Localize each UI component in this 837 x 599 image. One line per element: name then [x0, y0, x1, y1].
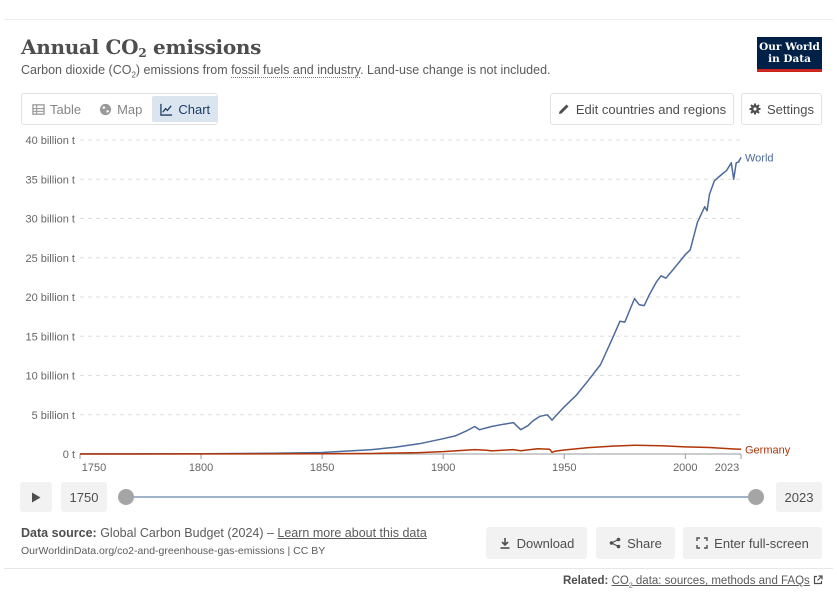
end-year-box[interactable]: 2023: [776, 482, 822, 512]
related-link-row: Related: CO2 data: sources, methods and …: [563, 575, 823, 589]
card-top-border: [4, 19, 833, 20]
owid-logo[interactable]: Our World in Data: [757, 37, 822, 72]
gear-icon: [749, 103, 761, 115]
start-year-box[interactable]: 1750: [61, 482, 107, 512]
y-tick-label: 40 billion t: [25, 135, 75, 147]
x-tick-label: 2023: [715, 462, 739, 474]
download-label: Download: [516, 535, 575, 551]
play-icon: [32, 492, 41, 502]
x-tick-label: 1950: [552, 462, 576, 474]
fossil-fuels-definition-link[interactable]: fossil fuels and industry: [231, 63, 361, 78]
tab-table[interactable]: Table: [24, 96, 89, 122]
share-label: Share: [627, 535, 662, 551]
y-tick-label: 10 billion t: [25, 371, 75, 383]
line-chart: 0 t 5 billion t 10 billion t 15 billion t 20…: [25, 135, 791, 474]
series-line-world[interactable]: [79, 156, 742, 455]
start-year-label: 1750: [69, 489, 99, 505]
related-faq-link[interactable]: CO2 data: sources, methods and FAQs: [611, 575, 810, 590]
settings-label: Settings: [767, 101, 814, 117]
tab-chart-label: Chart: [178, 101, 211, 117]
pencil-icon: [558, 104, 569, 114]
settings-button[interactable]: Settings: [741, 93, 822, 125]
x-tick-label: 1750: [82, 462, 106, 474]
share-icon: [609, 537, 621, 549]
fullscreen-button[interactable]: Enter full-screen: [683, 527, 822, 559]
line-chart-icon: [160, 103, 173, 116]
x-tick-label: 1850: [310, 462, 334, 474]
source-url: OurWorldinData.org/co2-and-greenhouse-ga…: [21, 545, 326, 557]
learn-more-link[interactable]: Learn more about this data: [277, 526, 427, 540]
view-tabs: Table Map Chart: [21, 93, 219, 125]
series-label-world[interactable]: World: [745, 152, 774, 164]
y-tick-label: 30 billion t: [25, 214, 75, 226]
x-tick-label: 1900: [431, 462, 455, 474]
x-tick-label: 2000: [673, 462, 697, 474]
data-source: Data source: Global Carbon Budget (2024)…: [21, 526, 427, 540]
edit-countries-label: Edit countries and regions: [575, 101, 727, 117]
y-tick-label: 35 billion t: [25, 174, 75, 186]
end-year-label: 2023: [784, 489, 814, 505]
chart-title: Annual CO2 emissions: [21, 35, 262, 60]
table-icon: [32, 103, 45, 115]
timeline-end-handle[interactable]: [748, 489, 764, 505]
x-tick-label: 1800: [189, 462, 213, 474]
card-bottom-border: [4, 568, 833, 569]
y-tick-label: 15 billion t: [25, 331, 75, 343]
chart-subtitle: Carbon dioxide (CO2) emissions from foss…: [21, 63, 551, 80]
fullscreen-label: Enter full-screen: [714, 535, 809, 551]
edit-countries-button[interactable]: Edit countries and regions: [550, 93, 734, 125]
tab-table-label: Table: [50, 101, 82, 117]
y-tick-label: 0 t: [63, 449, 75, 461]
series-label-germany[interactable]: Germany: [745, 444, 791, 456]
tab-chart[interactable]: Chart: [152, 96, 219, 122]
external-link-icon: [813, 575, 823, 585]
y-tick-label: 5 billion t: [32, 410, 75, 422]
series-line-germany[interactable]: [79, 444, 742, 455]
globe-icon: [100, 103, 112, 115]
y-tick-label: 20 billion t: [25, 292, 75, 304]
timeline-track[interactable]: [126, 496, 756, 498]
tab-map-label: Map: [117, 101, 143, 117]
download-icon: [500, 538, 510, 549]
share-button[interactable]: Share: [596, 527, 675, 559]
y-tick-label: 25 billion t: [25, 253, 75, 265]
play-button[interactable]: [20, 482, 52, 512]
expand-icon: [696, 537, 708, 549]
tab-map[interactable]: Map: [91, 96, 150, 122]
download-button[interactable]: Download: [486, 527, 587, 559]
timeline-start-handle[interactable]: [118, 489, 134, 505]
